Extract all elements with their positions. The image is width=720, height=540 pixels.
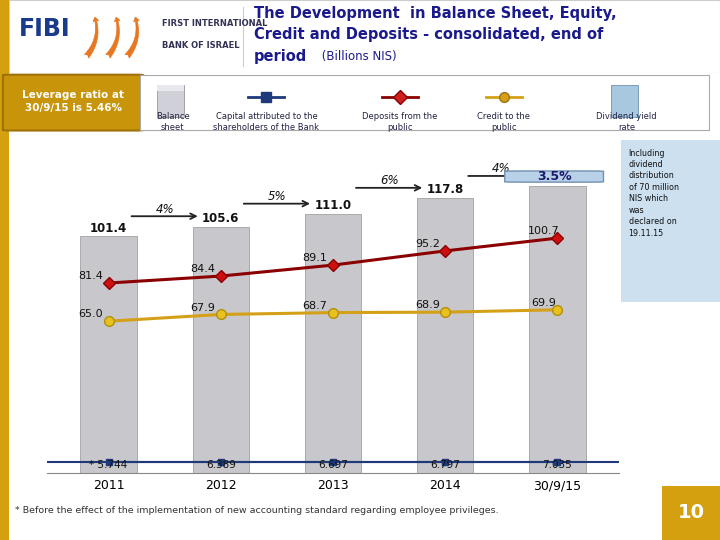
Text: 117.8: 117.8 xyxy=(427,184,464,197)
Text: (Billions NIS): (Billions NIS) xyxy=(318,50,397,63)
Text: 81.4: 81.4 xyxy=(78,271,103,281)
Bar xyxy=(81,237,137,472)
Bar xyxy=(529,186,585,472)
Bar xyxy=(305,214,361,472)
Text: * Before the effect of the implementation of new accounting standard regarding e: * Before the effect of the implementatio… xyxy=(15,506,499,515)
Bar xyxy=(193,227,249,472)
Text: 84.4: 84.4 xyxy=(190,264,215,274)
Text: The Development  in Balance Sheet, Equity,: The Development in Balance Sheet, Equity… xyxy=(254,5,617,21)
FancyBboxPatch shape xyxy=(616,134,720,309)
Text: FIRST INTERNATIONAL: FIRST INTERNATIONAL xyxy=(161,19,267,28)
Text: 89.1: 89.1 xyxy=(302,253,328,263)
Text: Credit to the
public: Credit to the public xyxy=(477,112,531,132)
Text: 122.9: 122.9 xyxy=(539,172,576,185)
Text: 4%: 4% xyxy=(156,202,174,215)
FancyBboxPatch shape xyxy=(3,75,143,131)
Text: Credit and Deposits - consolidated, end of: Credit and Deposits - consolidated, end … xyxy=(254,28,603,43)
Text: 4%: 4% xyxy=(492,162,510,176)
Text: 5%: 5% xyxy=(268,190,286,203)
Text: 69.9: 69.9 xyxy=(531,298,557,308)
Text: Balance
sheet: Balance sheet xyxy=(156,112,189,132)
Text: 10: 10 xyxy=(678,503,705,523)
Bar xyxy=(81,237,137,472)
Bar xyxy=(417,198,473,472)
Text: 3.5%: 3.5% xyxy=(537,170,572,183)
Text: BANK OF ISRAEL: BANK OF ISRAEL xyxy=(161,40,239,50)
Text: 6%: 6% xyxy=(380,174,398,187)
Bar xyxy=(529,186,585,472)
Text: 68.7: 68.7 xyxy=(302,301,328,310)
Text: Leverage ratio at
30/9/15 is 5.46%: Leverage ratio at 30/9/15 is 5.46% xyxy=(22,90,125,113)
Text: period: period xyxy=(254,49,307,64)
Bar xyxy=(157,85,184,117)
Text: 6.389: 6.389 xyxy=(206,460,235,470)
Bar xyxy=(0,73,9,132)
Text: 65.0: 65.0 xyxy=(78,309,103,319)
Text: 7.035: 7.035 xyxy=(543,460,572,470)
Bar xyxy=(157,85,184,91)
Bar xyxy=(193,227,249,472)
Text: Capital attributed to the
shareholders of the Bank: Capital attributed to the shareholders o… xyxy=(213,112,320,132)
Bar xyxy=(417,198,473,472)
Bar xyxy=(140,75,709,130)
FancyBboxPatch shape xyxy=(505,171,603,182)
Bar xyxy=(305,214,361,472)
Text: 105.6: 105.6 xyxy=(202,212,240,225)
Bar xyxy=(611,85,638,117)
Text: 111.0: 111.0 xyxy=(315,199,351,212)
Text: Including
dividend
distribution
of 70 million
NIS which
was
declared on
19.11.15: Including dividend distribution of 70 mi… xyxy=(629,148,678,238)
Text: 6.697: 6.697 xyxy=(318,460,348,470)
Text: Dividend yield
rate: Dividend yield rate xyxy=(596,112,657,132)
Text: 6.797: 6.797 xyxy=(431,460,460,470)
Text: Deposits from the
public: Deposits from the public xyxy=(362,112,437,132)
Text: 95.2: 95.2 xyxy=(415,239,440,249)
Text: 101.4: 101.4 xyxy=(90,221,127,234)
Text: * 5.744: * 5.744 xyxy=(89,460,127,470)
Text: 68.9: 68.9 xyxy=(415,300,440,310)
Text: FIBI: FIBI xyxy=(19,17,71,41)
Text: 67.9: 67.9 xyxy=(190,302,215,313)
Text: 100.7: 100.7 xyxy=(528,226,560,237)
